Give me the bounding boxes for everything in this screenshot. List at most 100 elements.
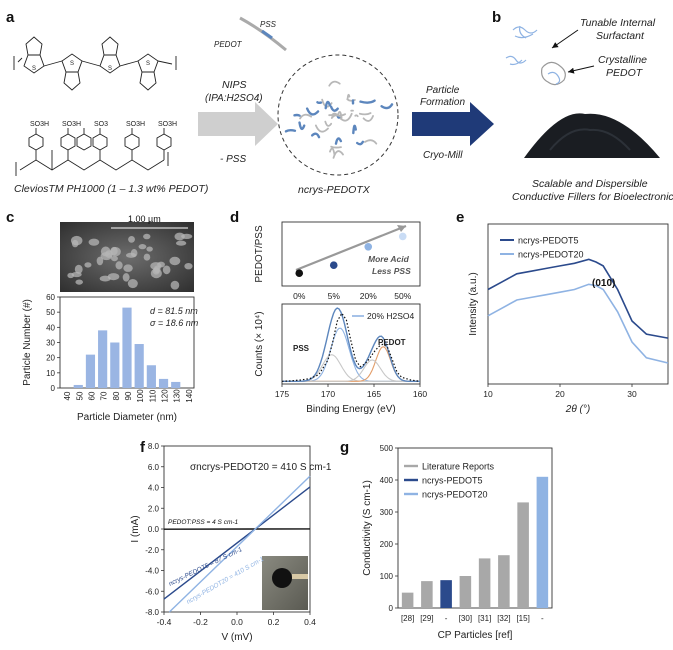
legend-label: 20% H2SO4 [367,311,415,321]
s-atom: S [70,61,74,67]
small-particle-cluster [505,25,566,86]
sem-particle [74,264,83,274]
sem-particle [122,273,130,282]
particle-formation-label-2: Formation [420,97,465,108]
ncrys-pedot20-line-label: ncrys-PEDOT20 = 410 S cm-1 [186,555,266,605]
sem-particle [184,262,193,270]
y-axis-label: PEDOT/PSS [254,225,265,283]
y-axis-label: Particle Number (#) [22,299,33,386]
x-axis-label: CP Particles [ref] [438,630,513,641]
powder-texture [549,128,631,151]
polymer-strand [329,147,336,156]
ratio-point [398,232,407,241]
xrd-series-line [487,283,669,364]
y-tick-label: 20 [46,354,55,363]
pedot-peak-label: PEDOT [378,338,406,347]
x-tick-label: 175 [275,389,289,399]
polymer-strand [293,113,301,117]
nips-solvent: (IPA:H2SO4) [205,93,263,104]
sem-particle [123,264,133,272]
x-tick-label: 160 [413,389,427,399]
pedot-structure [13,36,177,91]
polymer-strand [330,114,342,119]
polymer-strand [346,93,351,100]
plot-frame [397,447,553,609]
conductivity-bar [421,581,433,608]
particle-formation-label-1: Particle [426,85,460,96]
xrd-chart: 10 20 30 2θ (°) Intensity (a.u.) ncrys-PEDOT5… [468,223,669,415]
pss-tag: PSS [260,20,277,29]
sem-particle [84,262,92,268]
legend-label: ncrys-PEDOT20 [422,490,488,500]
sem-particle [143,253,151,261]
s-atom: S [108,66,112,72]
polymer-strand [380,103,394,110]
iv-line [163,486,311,600]
so3h-label: SO3H [158,121,177,128]
sample-holder [292,574,308,579]
sem-particle [99,275,111,282]
y-tick-label: 100 [380,572,394,581]
sem-particle [67,272,75,279]
x-tick-label: 30 [627,389,637,399]
x-tick-label: [32] [497,614,510,623]
x-tick-label: 80 [112,391,121,400]
sem-particle [70,235,83,246]
pedot-segment [261,29,273,40]
polymer-strand [328,80,341,87]
xps-raw-data [281,312,421,382]
xrd-series-line [487,258,669,339]
xps-component-curve [282,327,420,382]
panel-b-caption-2: Conductive Fillers for Bioelectronics [512,191,673,203]
histogram-bar [171,381,181,388]
y-tick-label: 0 [389,604,394,613]
x-tick-label: 100 [136,389,145,403]
histogram-bar [122,307,132,388]
polymer-strand [352,124,357,135]
sem-particle [162,265,171,275]
y-tick-label: -2.0 [145,546,159,555]
so3h-label: SO3H [126,121,145,128]
polymer-strand [314,124,329,133]
plot-frame [281,303,421,385]
conductivity-bar [459,576,472,608]
histogram-bar [73,384,83,388]
mean-label: d = 81.5 nm [150,306,198,316]
x-tick-label: 110 [148,389,157,402]
so3h-label: SO3H [30,121,49,128]
pedot-tag: PEDOT [214,40,243,49]
sample-disc [272,568,292,588]
y-tick-label: -4.0 [145,567,159,576]
panel-e-label: e [456,209,464,226]
polymer-strand [305,107,320,116]
y-axis-label: Conductivity (S cm-1) [362,480,373,576]
polymer-strand [334,137,343,145]
x-tick-label: 90 [124,391,133,400]
x-tick-label: 70 [100,391,109,400]
x-tick-label: [28] [401,614,414,623]
conductivity-bar [478,558,491,608]
x-axis-label: Particle Diameter (nm) [77,412,177,423]
polymer-strand [354,114,359,118]
x-tick-label: 0.2 [268,617,280,627]
panel-g-label: g [340,439,349,456]
y-tick-label: 50 [46,308,55,317]
y-tick-label: 6.0 [148,463,160,472]
y-tick-label: 400 [380,476,394,485]
y-tick-label: 10 [46,369,55,378]
panel-d-label: d [230,209,239,226]
so3-minus-label: SO3 [94,121,108,128]
sem-particle [96,256,104,266]
x-tick-label: 0.4 [304,617,316,627]
x-tick-label: 50% [394,291,411,301]
iv-line [168,475,311,613]
cryo-mill-label: Cryo-Mill [423,150,463,161]
histogram-bar [110,342,120,388]
s-atom: S [32,66,36,72]
surfactant-pointer [551,29,579,49]
sem-particle [169,256,181,266]
y-tick-label: 500 [380,444,394,453]
panel-a-label: a [6,9,15,26]
ratio-point [329,261,338,270]
conductivity-bar [401,592,414,608]
